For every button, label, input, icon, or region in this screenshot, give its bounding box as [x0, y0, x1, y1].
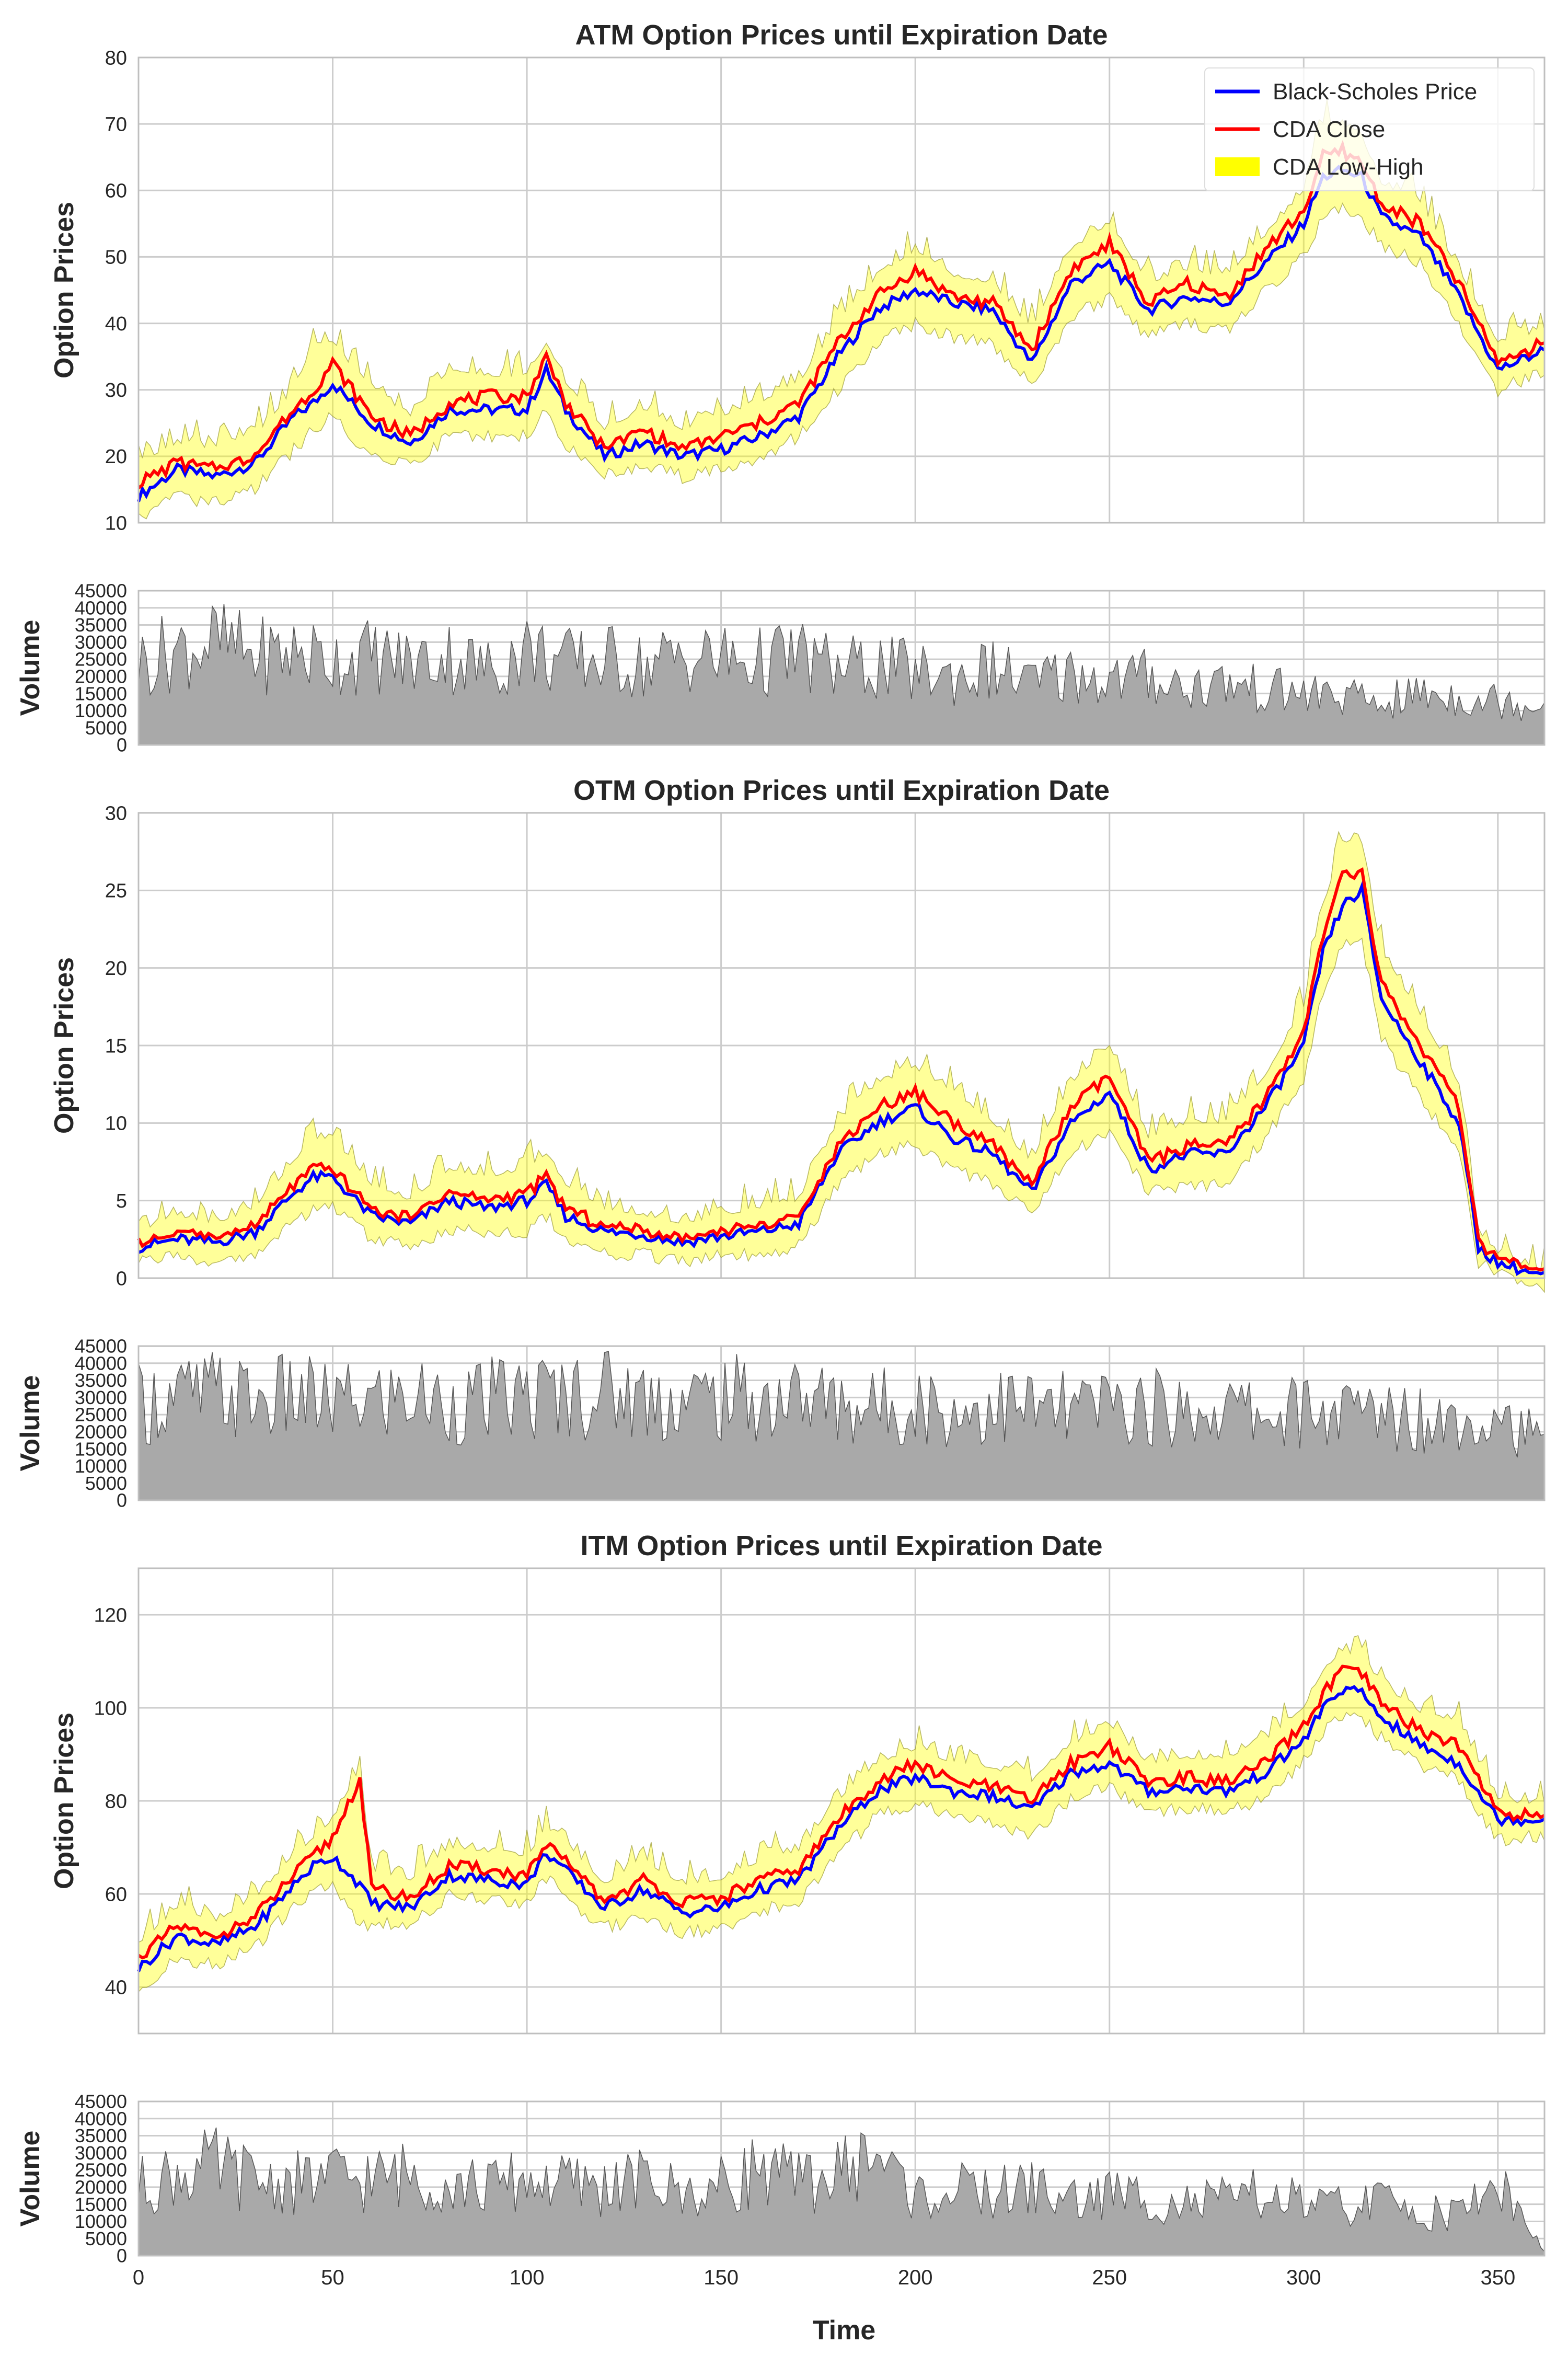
chart-title: ITM Option Prices until Expiration Date	[580, 1530, 1102, 1561]
y-tick-label: 20000	[75, 2176, 127, 2198]
axes-frame	[137, 1345, 1546, 1501]
x-tick-label: 200	[898, 2266, 933, 2289]
y-tick-label: 25000	[75, 649, 127, 670]
cda-close-line	[137, 867, 1545, 1272]
y-axis-label: Option Prices	[49, 957, 79, 1134]
y-tick-label: 0	[117, 1490, 127, 1511]
y-tick-label: 10	[105, 512, 127, 534]
y-tick-label: 50	[105, 247, 127, 269]
x-tick-label: 100	[510, 2266, 545, 2289]
y-tick-label: 15000	[75, 2193, 127, 2215]
y-tick-label: 60	[105, 1883, 127, 1905]
x-tick-label: 50	[321, 2266, 344, 2289]
y-tick-label: 0	[117, 2245, 127, 2267]
y-tick-label: 5000	[85, 2228, 127, 2249]
chart-panel-5: 40 60 80 100 120 Option Prices ITM Option Pric…	[49, 1530, 1546, 2035]
legend-entry: CDA Low-High	[1273, 154, 1424, 180]
y-tick-label: 120	[94, 1604, 127, 1626]
y-tick-label: 30000	[75, 631, 127, 653]
x-tick-label: 350	[1480, 2266, 1515, 2289]
y-tick-label: 15000	[75, 683, 127, 704]
y-tick-label: 80	[105, 1790, 127, 1812]
legend-swatch	[1215, 157, 1260, 176]
y-tick-label: 100	[94, 1697, 127, 1719]
legend-box	[1204, 67, 1535, 191]
y-axis-label: Option Prices	[49, 202, 79, 378]
volume-area	[138, 604, 1545, 745]
y-tick-label: 35000	[75, 614, 127, 636]
y-tick-label: 0	[116, 1268, 127, 1290]
y-axis-label: Volume	[15, 2131, 45, 2227]
y-tick-label: 45000	[75, 580, 127, 602]
cda-close-line	[137, 140, 1545, 489]
y-tick-label: 5	[116, 1190, 127, 1212]
legend-entry: Black-Scholes Price	[1273, 79, 1477, 105]
y-tick-label: 10	[105, 1113, 127, 1135]
y-tick-label: 45000	[75, 1336, 127, 1357]
axes-frame	[137, 56, 1546, 524]
axes-frame	[137, 590, 1546, 746]
y-tick-label: 20000	[75, 665, 127, 687]
x-tick-label: 300	[1286, 2266, 1321, 2289]
y-tick-label: 40	[105, 1977, 127, 1998]
x-tick-label: 0	[133, 2266, 144, 2289]
y-tick-label: 60	[105, 180, 127, 202]
y-tick-label: 30000	[75, 2142, 127, 2164]
y-tick-label: 30000	[75, 1387, 127, 1408]
black-scholes-line	[138, 880, 1545, 1276]
y-tick-label: 20000	[75, 1421, 127, 1442]
x-tick-label: 150	[704, 2266, 739, 2289]
volume-area	[138, 2127, 1545, 2256]
black-scholes-line	[137, 164, 1546, 502]
axes-frame	[137, 812, 1546, 1279]
y-tick-label: 70	[105, 113, 127, 135]
y-tick-label: 20	[105, 958, 127, 980]
y-tick-label: 25000	[75, 1404, 127, 1426]
y-tick-label: 5000	[85, 717, 127, 739]
x-tick-label: 250	[1092, 2266, 1127, 2289]
legend: Black-Scholes Price CDA Close CDA Low-High	[1204, 67, 1535, 191]
y-tick-label: 30	[105, 802, 127, 824]
y-tick-label: 10000	[75, 1455, 127, 1477]
y-tick-label: 35000	[75, 1370, 127, 1391]
y-tick-label: 15	[105, 1035, 127, 1057]
y-tick-label: 40	[105, 313, 127, 335]
y-tick-label: 40000	[75, 597, 127, 618]
y-tick-label: 45000	[75, 2091, 127, 2112]
chart-panel-1: 10 20 30 40 50 60 70 80 Option Prices ATM Option …	[49, 19, 1546, 534]
y-tick-label: 15000	[75, 1438, 127, 1460]
y-tick-label: 10000	[75, 2211, 127, 2232]
y-tick-label: 20	[105, 446, 127, 468]
chart-panel-4: 0500010000150002000025000300003500040000…	[15, 1336, 1546, 1511]
y-axis-label: Option Prices	[49, 1713, 79, 1889]
y-tick-label: 0	[117, 734, 127, 756]
y-tick-label: 25	[105, 880, 127, 902]
legend-entry: CDA Close	[1273, 117, 1385, 142]
axes-frame	[137, 1567, 1546, 2035]
cda-low-high-band	[138, 831, 1545, 1293]
y-tick-label: 30	[105, 380, 127, 401]
y-tick-label: 5000	[85, 1473, 127, 1494]
y-tick-label: 35000	[75, 2125, 127, 2146]
y-tick-label: 10000	[75, 700, 127, 721]
y-tick-label: 40000	[75, 1352, 127, 1374]
black-scholes-line	[137, 1685, 1546, 1972]
y-tick-label: 80	[105, 47, 127, 69]
volume-area	[138, 1351, 1545, 1501]
chart-panel-6: 0500010000150002000025000300003500040000…	[15, 2091, 1546, 2289]
chart-panel-3: 0 5 10 15 20 25 30 Option Prices OTM Option Pric…	[49, 775, 1546, 1293]
axes-frame	[137, 2100, 1546, 2257]
chart-title: ATM Option Prices until Expiration Date	[575, 19, 1108, 51]
x-axis-label: Time	[813, 2315, 875, 2346]
chart-panel-2: 0500010000150002000025000300003500040000…	[15, 580, 1546, 756]
y-tick-label: 40000	[75, 2108, 127, 2129]
y-axis-label: Volume	[15, 620, 45, 716]
y-axis-label: Volume	[15, 1375, 45, 1472]
chart-title: OTM Option Prices until Expiration Date	[573, 775, 1110, 806]
y-tick-label: 25000	[75, 2159, 127, 2181]
cda-close-line	[137, 1664, 1546, 1960]
